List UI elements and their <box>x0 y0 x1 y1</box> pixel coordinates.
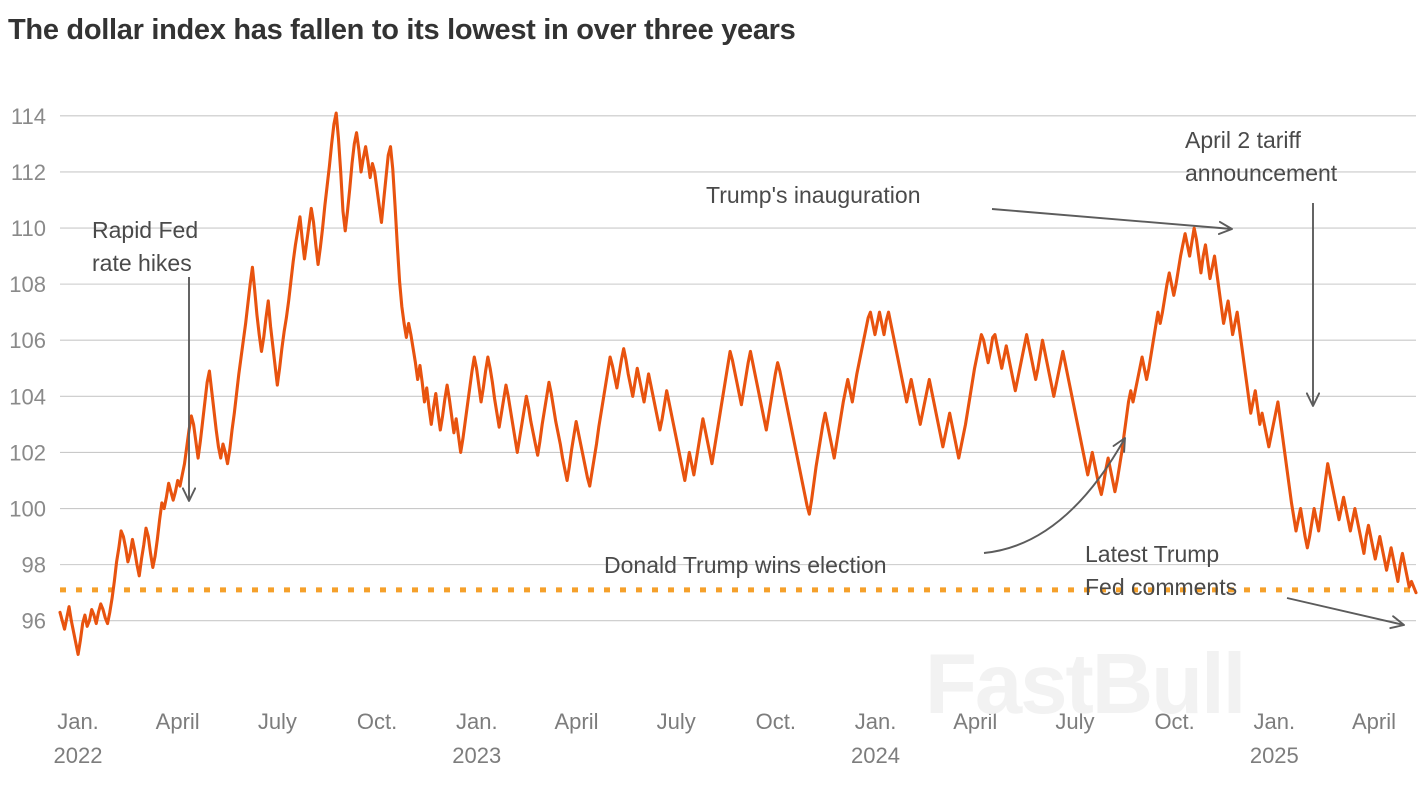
y-axis-tick-label: 96 <box>22 609 46 634</box>
y-axis-tick-label: 100 <box>9 497 46 522</box>
annotation-label-donald-trump-wins-election: Donald Trump wins election <box>604 552 887 578</box>
annotation-label-rapid-fed-rate-hikes: rate hikes <box>92 250 192 276</box>
x-axis-tick-label: April <box>953 709 997 734</box>
x-axis-tick-label: Oct. <box>756 709 796 734</box>
x-axis-tick-label: April <box>554 709 598 734</box>
annotation-label-april-2-tariff-announcement: April 2 tariff <box>1185 127 1302 153</box>
x-axis-year-label: 2024 <box>851 743 900 768</box>
x-axis-tick-label: April <box>1352 709 1396 734</box>
y-axis-tick-label: 102 <box>9 440 46 465</box>
x-axis-tick-label: July <box>1055 709 1094 734</box>
x-axis-year-label: 2023 <box>452 743 501 768</box>
y-axis-tick-label: 110 <box>11 216 46 241</box>
x-axis-tick-label: Jan. <box>1254 709 1296 734</box>
x-axis-year-label: 2022 <box>54 743 103 768</box>
annotation-label-latest-trump-fed-comments: Fed comments <box>1085 574 1237 600</box>
x-axis-tick-label: Jan. <box>57 709 99 734</box>
annotation-label-rapid-fed-rate-hikes: Rapid Fed <box>92 217 198 243</box>
annotation-leader-trumps-inauguration <box>991 208 1233 230</box>
x-axis-tick-label: July <box>657 709 696 734</box>
x-axis-tick-labels: Jan. 2022 April July Oct. Jan. 2023 April July Oc… <box>54 709 1396 768</box>
x-axis-tick-label: Oct. <box>357 709 397 734</box>
dollar-index-series <box>58 111 1418 656</box>
dollar-index-line <box>58 111 1418 656</box>
y-axis-tick-label: 104 <box>9 384 46 409</box>
annotation-arrowhead-rapid-fed-rate-hikes <box>181 487 197 502</box>
annotation-arrowhead-donald-trump-wins-election <box>1112 437 1126 453</box>
y-axis-tick-labels: 96 98 100 102 104 106 108 110 112 114 <box>9 104 46 634</box>
annotation-leader-donald-trump-wins-election <box>983 437 1126 554</box>
annotation-arrowhead-latest-trump-fed-comments <box>1389 615 1405 630</box>
annotation-label-april-2-tariff-announcement: announcement <box>1185 160 1338 186</box>
x-axis-tick-label: Oct. <box>1154 709 1194 734</box>
annotation-arrowhead-trumps-inauguration <box>1217 220 1233 235</box>
x-axis-tick-label: Jan. <box>456 709 498 734</box>
annotation-arrowhead-april-2-tariff-announcement <box>1305 392 1321 407</box>
y-axis-tick-label: 114 <box>11 104 46 129</box>
y-axis-tick-label: 98 <box>22 553 46 578</box>
annotation-label-trumps-inauguration: Trump's inauguration <box>706 182 920 208</box>
x-axis-tick-label: April <box>156 709 200 734</box>
page-title: The dollar index has fallen to its lowes… <box>8 14 796 46</box>
x-axis-tick-label: July <box>258 709 297 734</box>
x-axis-year-label: 2025 <box>1250 743 1299 768</box>
annotations: Rapid Fed rate hikes Trump's inauguration A… <box>92 127 1405 630</box>
annotation-leader-latest-trump-fed-comments <box>1286 597 1405 626</box>
x-axis-tick-label: Jan. <box>855 709 897 734</box>
y-axis-tick-label: 106 <box>9 328 46 353</box>
y-axis-tick-label: 108 <box>9 272 46 297</box>
annotation-label-latest-trump-fed-comments: Latest Trump <box>1085 541 1219 567</box>
y-axis-tick-label: 112 <box>11 160 46 185</box>
gridlines <box>60 115 1416 622</box>
